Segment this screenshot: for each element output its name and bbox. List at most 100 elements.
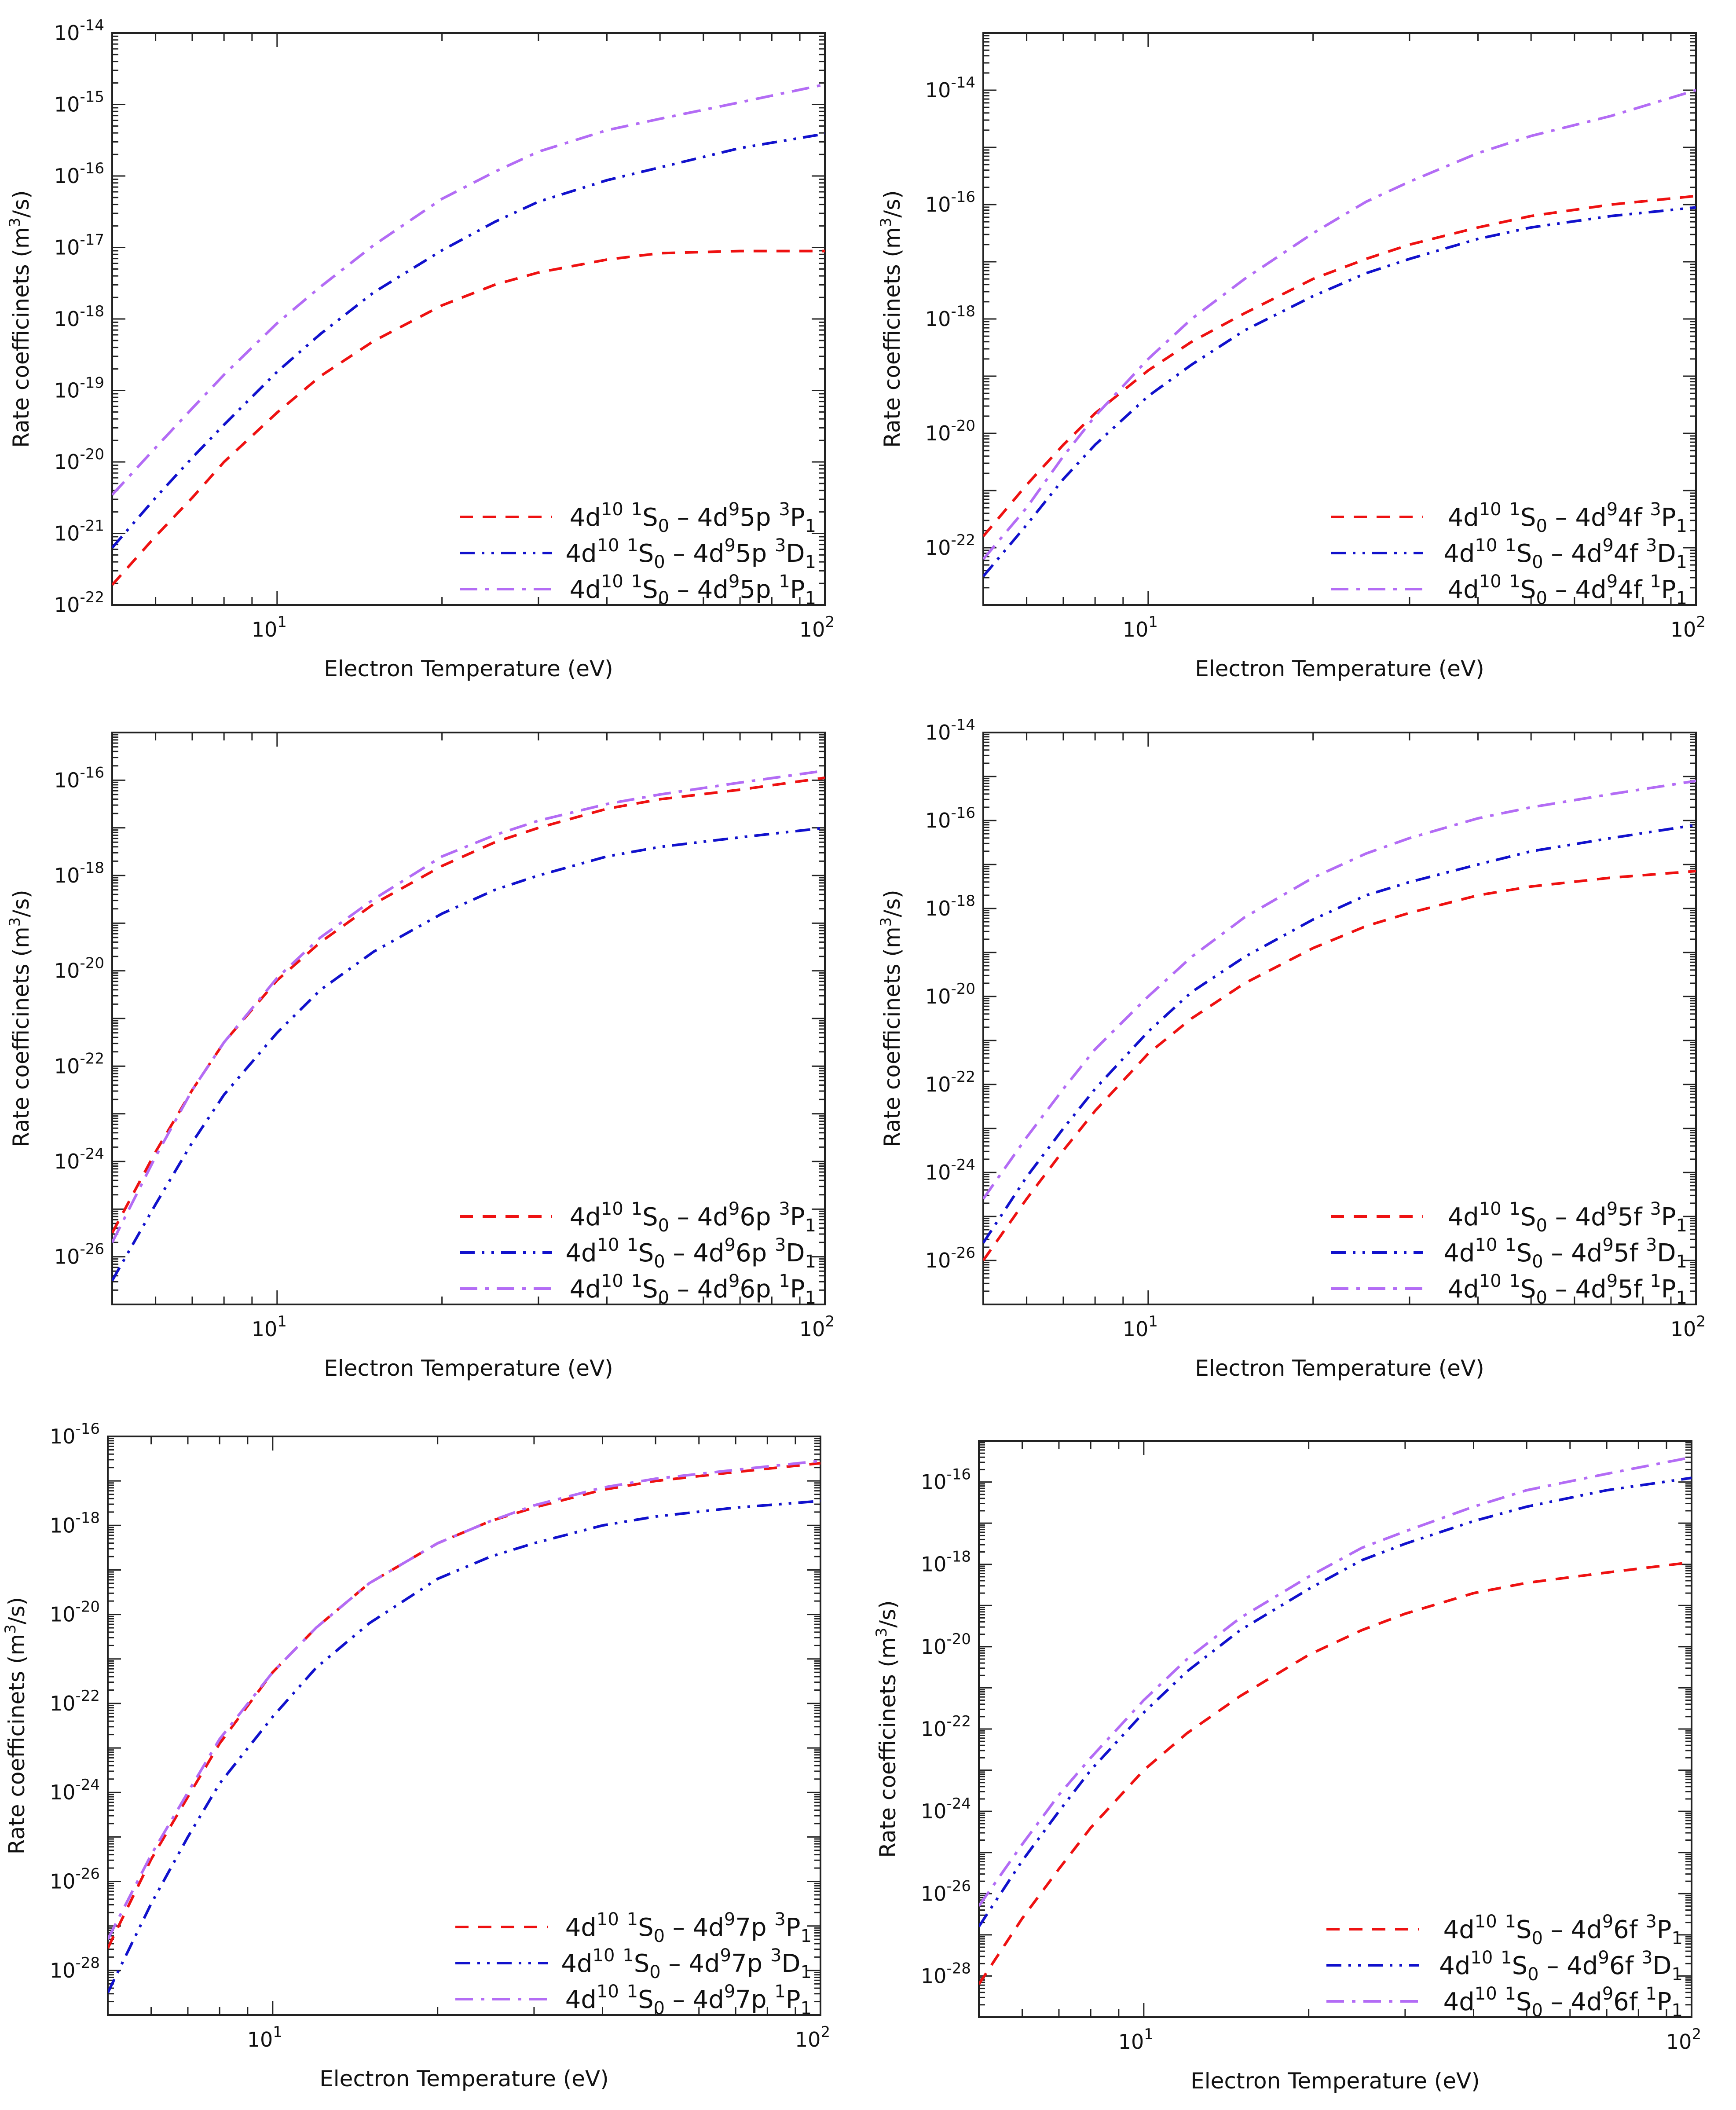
legend-label: 4d10 1S0 – 4d94f 3D1 <box>1443 535 1687 572</box>
chart-panel-3: 10-26 10-24 10-22 10-20 10-18 10-16 101 102 Elec… <box>6 732 835 1381</box>
y-tick-label: 10-20 <box>50 1598 100 1626</box>
plot-frame <box>107 1436 821 2016</box>
x-ticks <box>982 33 1697 605</box>
series-line-red <box>112 776 825 1234</box>
y-tick-label: 10-16 <box>925 804 975 832</box>
x-tick-label: 102 <box>795 2023 830 2051</box>
y-tick-label: 10-26 <box>925 1244 975 1272</box>
legend-label: 4d10 1S0 – 4d95f 1P1 <box>1448 1271 1687 1308</box>
y-axis-label: Rate coefficinets (m3/s) <box>877 890 905 1147</box>
series-group <box>112 83 825 586</box>
series-line-red <box>983 194 1696 537</box>
series-line-blue <box>979 1476 1692 1927</box>
legend-label: 4d10 1S0 – 4d97p 3P1 <box>565 1909 812 1946</box>
chart-panel-5: 10-28 10-26 10-24 10-22 10-20 10-18 10-16 101 10… <box>2 1420 830 2092</box>
x-tick-label: 101 <box>1123 1313 1158 1341</box>
series-group <box>983 780 1696 1261</box>
y-tick-label: 10-28 <box>50 1954 100 1982</box>
legend-label: 4d10 1S0 – 4d96p 1P1 <box>570 1271 816 1308</box>
y-tick-label: 10-16 <box>54 160 104 188</box>
plot-frame <box>982 732 1697 1305</box>
y-ticks <box>112 32 825 606</box>
y-tick-label: 10-18 <box>54 859 104 887</box>
y-tick-label: 10-18 <box>50 1509 100 1537</box>
chart-panel-1: 10-22 10-21 10-20 10-19 10-18 10-17 10-16 10-15… <box>6 17 835 681</box>
series-line-red <box>108 1462 820 1949</box>
series-group <box>112 769 825 1282</box>
series-line-blue <box>983 824 1696 1244</box>
y-tick-label: 10-22 <box>50 1687 100 1715</box>
x-axis-label: Electron Temperature (eV) <box>319 2066 609 2092</box>
legend-label: 4d10 1S0 – 4d95p 3P1 <box>570 499 816 536</box>
y-tick-label: 10-16 <box>925 188 975 216</box>
x-tick-label: 102 <box>1666 2026 1701 2054</box>
legend-label: 4d10 1S0 – 4d95f 3P1 <box>1448 1199 1687 1236</box>
legend-label: 4d10 1S0 – 4d96f 3P1 <box>1443 1912 1683 1949</box>
y-axis-label: Rate coefficinets (m3/s) <box>6 890 34 1147</box>
x-ticks <box>111 733 826 1304</box>
x-axis-label: Electron Temperature (eV) <box>324 656 613 681</box>
y-tick-label: 10-15 <box>54 88 104 117</box>
x-tick-label: 101 <box>1123 613 1158 641</box>
y-tick-label: 10-24 <box>921 1795 971 1823</box>
y-tick-label: 10-16 <box>50 1420 100 1448</box>
series-line-violet <box>979 1456 1692 1907</box>
chart-panel-6: 10-28 10-26 10-24 10-22 10-20 10-18 10-16 101 10… <box>873 1440 1701 2094</box>
y-tick-label: 10-26 <box>921 1877 971 1905</box>
x-tick-label: 102 <box>1670 1313 1706 1341</box>
y-tick-label: 10-20 <box>54 955 104 983</box>
x-tick-label: 102 <box>799 613 835 641</box>
y-tick-label: 10-24 <box>50 1776 100 1804</box>
series-line-violet <box>112 83 825 496</box>
legend-label: 4d10 1S0 – 4d97p 3D1 <box>561 1945 812 1982</box>
series-line-blue <box>108 1499 820 1993</box>
legend-label: 4d10 1S0 – 4d95p 1P1 <box>570 571 816 608</box>
legend-label: 4d10 1S0 – 4d95f 3D1 <box>1443 1235 1687 1272</box>
series-line-red <box>983 870 1696 1261</box>
x-axis-label: Electron Temperature (eV) <box>1195 1355 1484 1381</box>
series-line-blue <box>112 132 825 549</box>
y-tick-label: 10-22 <box>54 1050 104 1078</box>
y-tick-label: 10-18 <box>54 303 104 331</box>
x-ticks <box>111 33 826 605</box>
x-tick-label: 102 <box>1670 613 1706 641</box>
chart-panel-4: 10-26 10-24 10-22 10-20 10-18 10-16 10-14 101 10… <box>877 716 1706 1381</box>
x-ticks <box>107 1436 821 2015</box>
y-tick-label: 10-22 <box>925 1068 975 1096</box>
chart-panel-2: 10-22 10-20 10-18 10-16 10-14 101 102 Electron … <box>877 32 1706 681</box>
x-axis-label: Electron Temperature (eV) <box>1195 656 1484 681</box>
legend-label: 4d10 1S0 – 4d97p 1P1 <box>565 1982 812 2018</box>
x-tick-label: 102 <box>799 1313 835 1341</box>
series-line-violet <box>983 780 1696 1200</box>
y-tick-label: 10-20 <box>925 980 975 1008</box>
y-tick-label: 10-24 <box>925 1156 975 1184</box>
x-axis-label: Electron Temperature (eV) <box>1190 2068 1480 2094</box>
y-tick-label: 10-14 <box>54 17 104 45</box>
y-tick-label: 10-20 <box>925 417 975 445</box>
series-line-blue <box>112 826 825 1282</box>
x-tick-label: 101 <box>252 613 287 641</box>
y-tick-label: 10-22 <box>921 1713 971 1741</box>
legend-label: 4d10 1S0 – 4d96p 3D1 <box>565 1235 816 1272</box>
y-axis-label: Rate coefficinets (m3/s) <box>873 1600 901 1857</box>
y-ticks <box>108 1436 820 2016</box>
y-axis-label: Rate coefficinets (m3/s) <box>2 1597 29 1854</box>
y-tick-label: 10-19 <box>54 374 104 403</box>
y-tick-label: 10-24 <box>54 1145 104 1173</box>
series-group <box>983 89 1696 577</box>
y-tick-label: 10-14 <box>925 74 975 102</box>
x-tick-label: 101 <box>247 2023 282 2051</box>
y-tick-label: 10-22 <box>925 531 975 560</box>
y-tick-label: 10-20 <box>54 446 104 474</box>
y-tick-label: 10-14 <box>925 716 975 744</box>
y-tick-label: 10-18 <box>925 303 975 331</box>
y-tick-label: 10-18 <box>921 1548 971 1576</box>
x-tick-label: 101 <box>252 1313 287 1341</box>
legend-label: 4d10 1S0 – 4d96f 3D1 <box>1439 1948 1683 1985</box>
y-tick-label: 10-28 <box>921 1960 971 1988</box>
